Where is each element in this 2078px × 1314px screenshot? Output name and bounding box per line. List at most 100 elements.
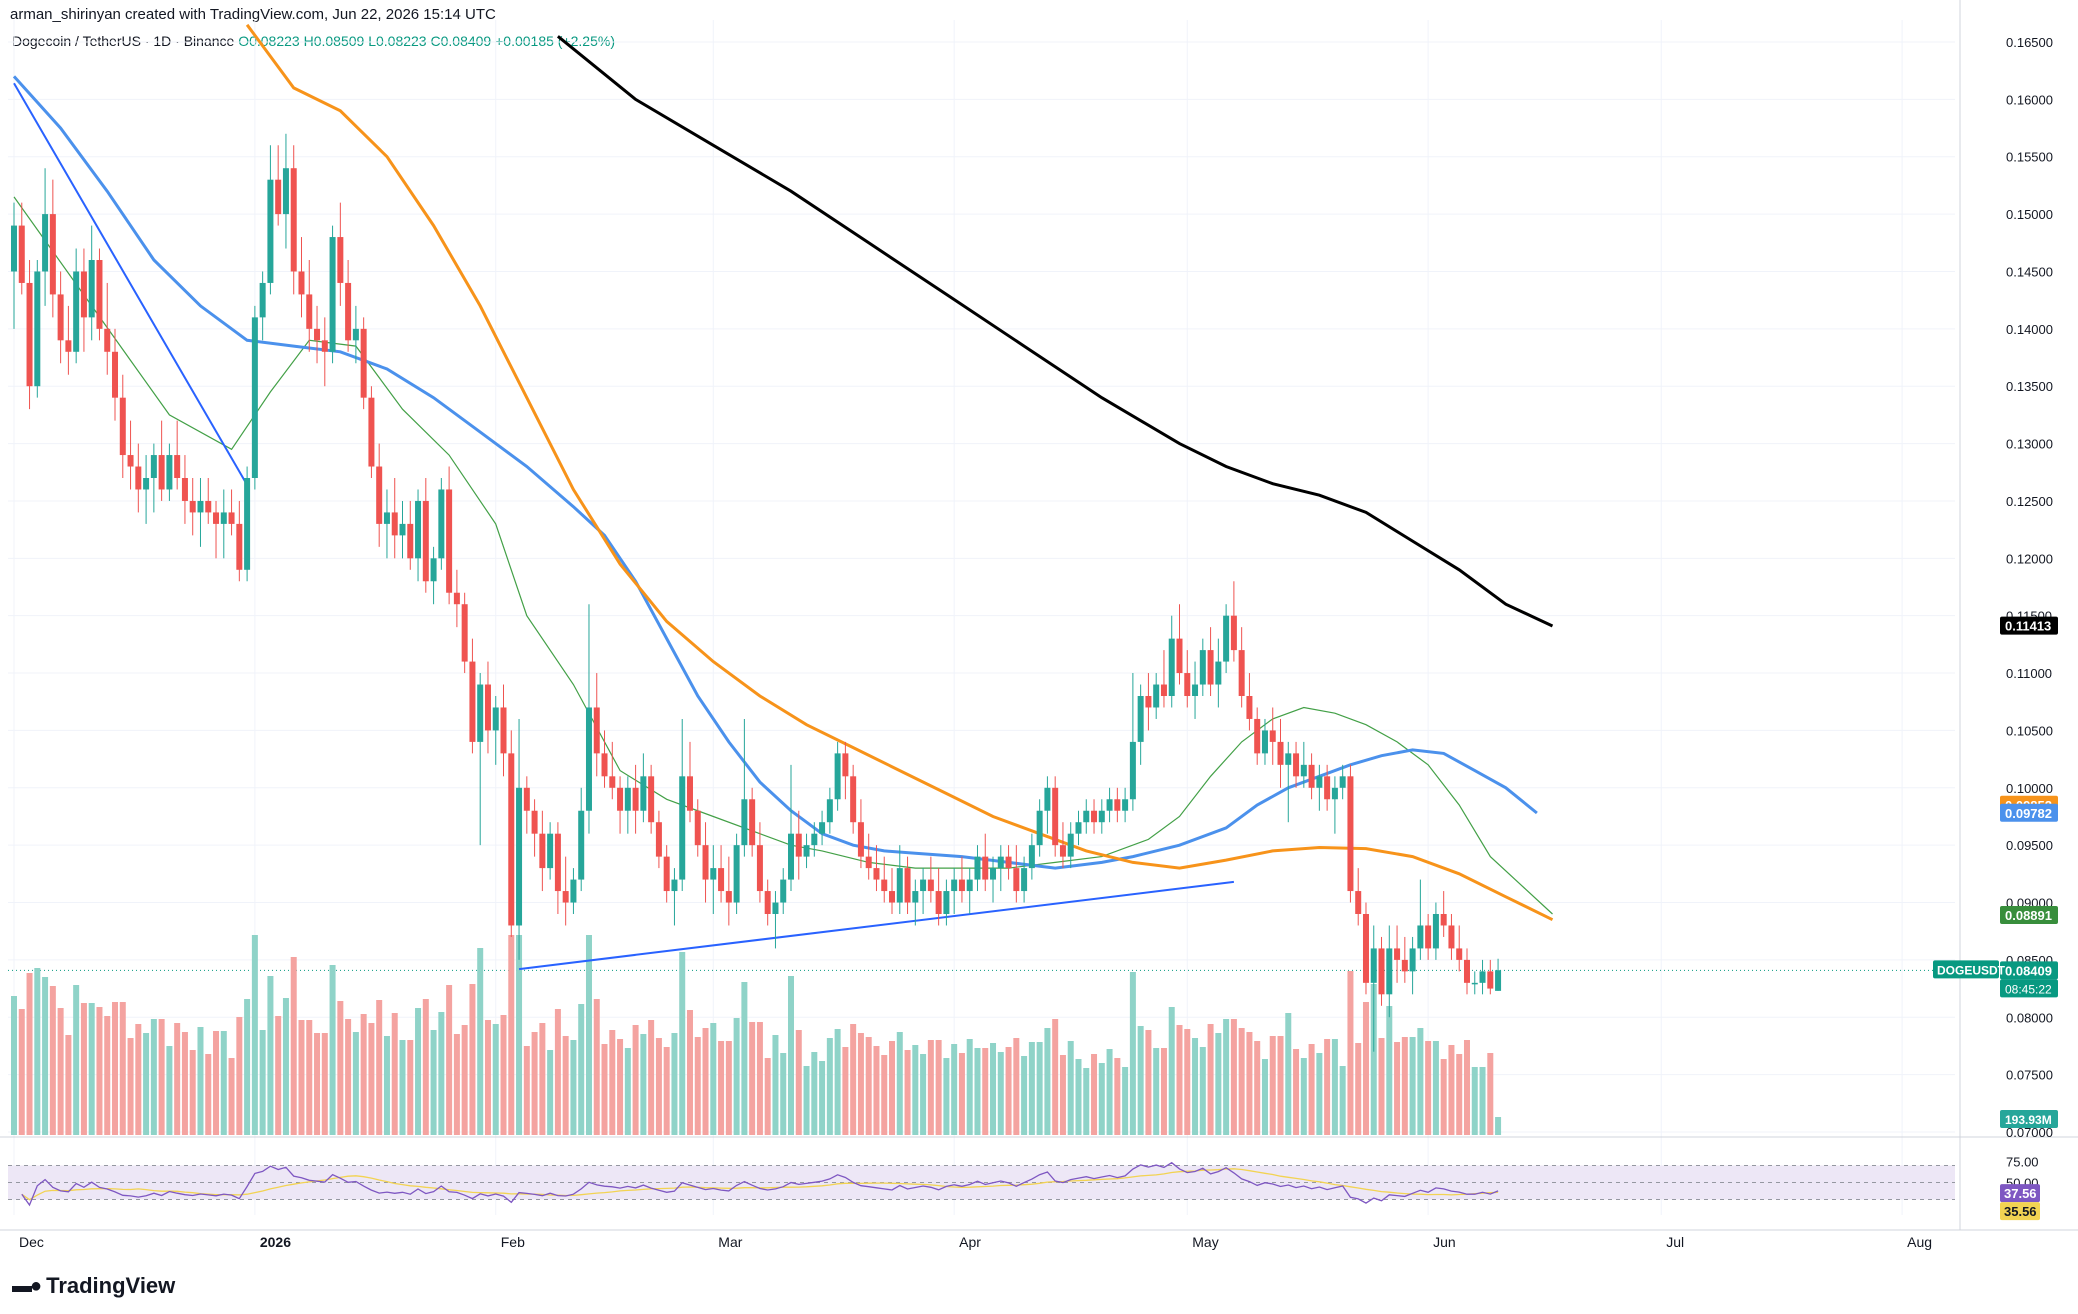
candle-body[interactable] — [1246, 696, 1253, 719]
candle-body[interactable] — [1324, 776, 1331, 800]
candle-body[interactable] — [415, 500, 422, 559]
candle-body[interactable] — [1370, 948, 1377, 983]
candle-body[interactable] — [756, 845, 763, 892]
candle-body[interactable] — [290, 168, 297, 272]
candle-body[interactable] — [648, 776, 655, 823]
candle-body[interactable] — [850, 776, 857, 823]
candle-body[interactable] — [345, 282, 352, 341]
candle-body[interactable] — [1487, 971, 1494, 989]
candle-body[interactable] — [912, 891, 919, 903]
candlesticks[interactable] — [11, 133, 1502, 1052]
candle-body[interactable] — [741, 799, 748, 846]
candle-body[interactable] — [376, 466, 383, 524]
candle-body[interactable] — [1137, 696, 1144, 742]
candle-body[interactable] — [749, 799, 756, 846]
candle-body[interactable] — [314, 328, 321, 341]
candle-body[interactable] — [306, 294, 313, 329]
candle-body[interactable] — [383, 512, 390, 524]
candle-body[interactable] — [57, 294, 64, 341]
candle-body[interactable] — [391, 512, 398, 536]
candle-body[interactable] — [469, 661, 476, 742]
candle-body[interactable] — [1052, 787, 1059, 846]
candle-body[interactable] — [593, 707, 600, 754]
candle-body[interactable] — [174, 455, 181, 478]
candle-body[interactable] — [655, 822, 662, 857]
candle-body[interactable] — [1463, 959, 1470, 983]
candle-body[interactable] — [135, 466, 142, 490]
candle-body[interactable] — [632, 787, 639, 811]
candle-body[interactable] — [1339, 776, 1346, 788]
candle-body[interactable] — [1432, 914, 1439, 949]
candle-body[interactable] — [1355, 891, 1362, 914]
candle-body[interactable] — [1223, 615, 1230, 662]
candle-body[interactable] — [158, 455, 165, 490]
candle-body[interactable] — [1409, 948, 1416, 972]
candle-body[interactable] — [189, 500, 196, 513]
candle-body[interactable] — [1184, 673, 1191, 696]
candle-body[interactable] — [1261, 730, 1268, 754]
candle-body[interactable] — [1153, 684, 1160, 708]
candle-body[interactable] — [352, 328, 359, 341]
candle-body[interactable] — [360, 328, 367, 398]
candle-body[interactable] — [562, 891, 569, 903]
candle-body[interactable] — [935, 891, 942, 914]
candle-body[interactable] — [686, 776, 693, 811]
candle-body[interactable] — [896, 868, 903, 903]
candle-body[interactable] — [1199, 650, 1206, 685]
candle-body[interactable] — [1417, 925, 1424, 949]
candle-body[interactable] — [997, 856, 1004, 869]
candle-body[interactable] — [531, 810, 538, 834]
candle-body[interactable] — [966, 879, 973, 892]
trendline[interactable] — [13, 82, 248, 486]
candle-body[interactable] — [725, 891, 732, 903]
candle-body[interactable] — [1378, 948, 1385, 995]
candle-body[interactable] — [943, 891, 950, 914]
candle-body[interactable] — [228, 512, 235, 524]
candle-body[interactable] — [640, 776, 647, 811]
candle-body[interactable] — [1386, 948, 1393, 995]
candle-body[interactable] — [220, 512, 227, 524]
candle-body[interactable] — [1277, 741, 1284, 765]
candle-body[interactable] — [11, 225, 17, 272]
candle-body[interactable] — [1362, 914, 1369, 983]
candle-body[interactable] — [1145, 696, 1152, 708]
candle-body[interactable] — [1122, 799, 1129, 811]
candle-body[interactable] — [96, 260, 103, 329]
candle-body[interactable] — [1021, 868, 1028, 892]
symbol-title[interactable]: Dogecoin / TetherUS · 1D · Binance — [12, 33, 235, 49]
candle-body[interactable] — [974, 856, 981, 880]
candle-body[interactable] — [834, 753, 841, 800]
candle-body[interactable] — [857, 822, 864, 857]
candle-body[interactable] — [826, 799, 833, 823]
candle-body[interactable] — [811, 833, 818, 846]
candle-body[interactable] — [1160, 684, 1167, 696]
candle-body[interactable] — [1238, 650, 1245, 696]
candle-body[interactable] — [80, 271, 87, 318]
candle-body[interactable] — [1013, 868, 1020, 892]
candle-body[interactable] — [990, 868, 997, 880]
candle-body[interactable] — [453, 592, 460, 605]
candle-body[interactable] — [1269, 730, 1276, 742]
candle-body[interactable] — [1083, 810, 1090, 823]
candle-body[interactable] — [951, 879, 958, 892]
candle-body[interactable] — [585, 707, 592, 811]
candle-body[interactable] — [889, 891, 896, 903]
candle-body[interactable] — [477, 684, 484, 742]
candle-body[interactable] — [718, 868, 725, 892]
candle-body[interactable] — [484, 684, 491, 731]
candle-body[interactable] — [710, 868, 717, 880]
candle-body[interactable] — [18, 225, 25, 283]
candle-body[interactable] — [1106, 799, 1113, 811]
candle-body[interactable] — [819, 822, 826, 834]
candle-body[interactable] — [1495, 970, 1502, 991]
candle-body[interactable] — [1028, 845, 1035, 869]
candle-body[interactable] — [244, 478, 251, 570]
candle-body[interactable] — [1091, 810, 1098, 823]
candle-body[interactable] — [663, 856, 670, 892]
candle-body[interactable] — [1075, 822, 1082, 834]
candle-body[interactable] — [119, 397, 126, 456]
candle-body[interactable] — [275, 179, 282, 215]
candle-body[interactable] — [329, 237, 336, 352]
trendlines[interactable] — [13, 82, 1235, 971]
